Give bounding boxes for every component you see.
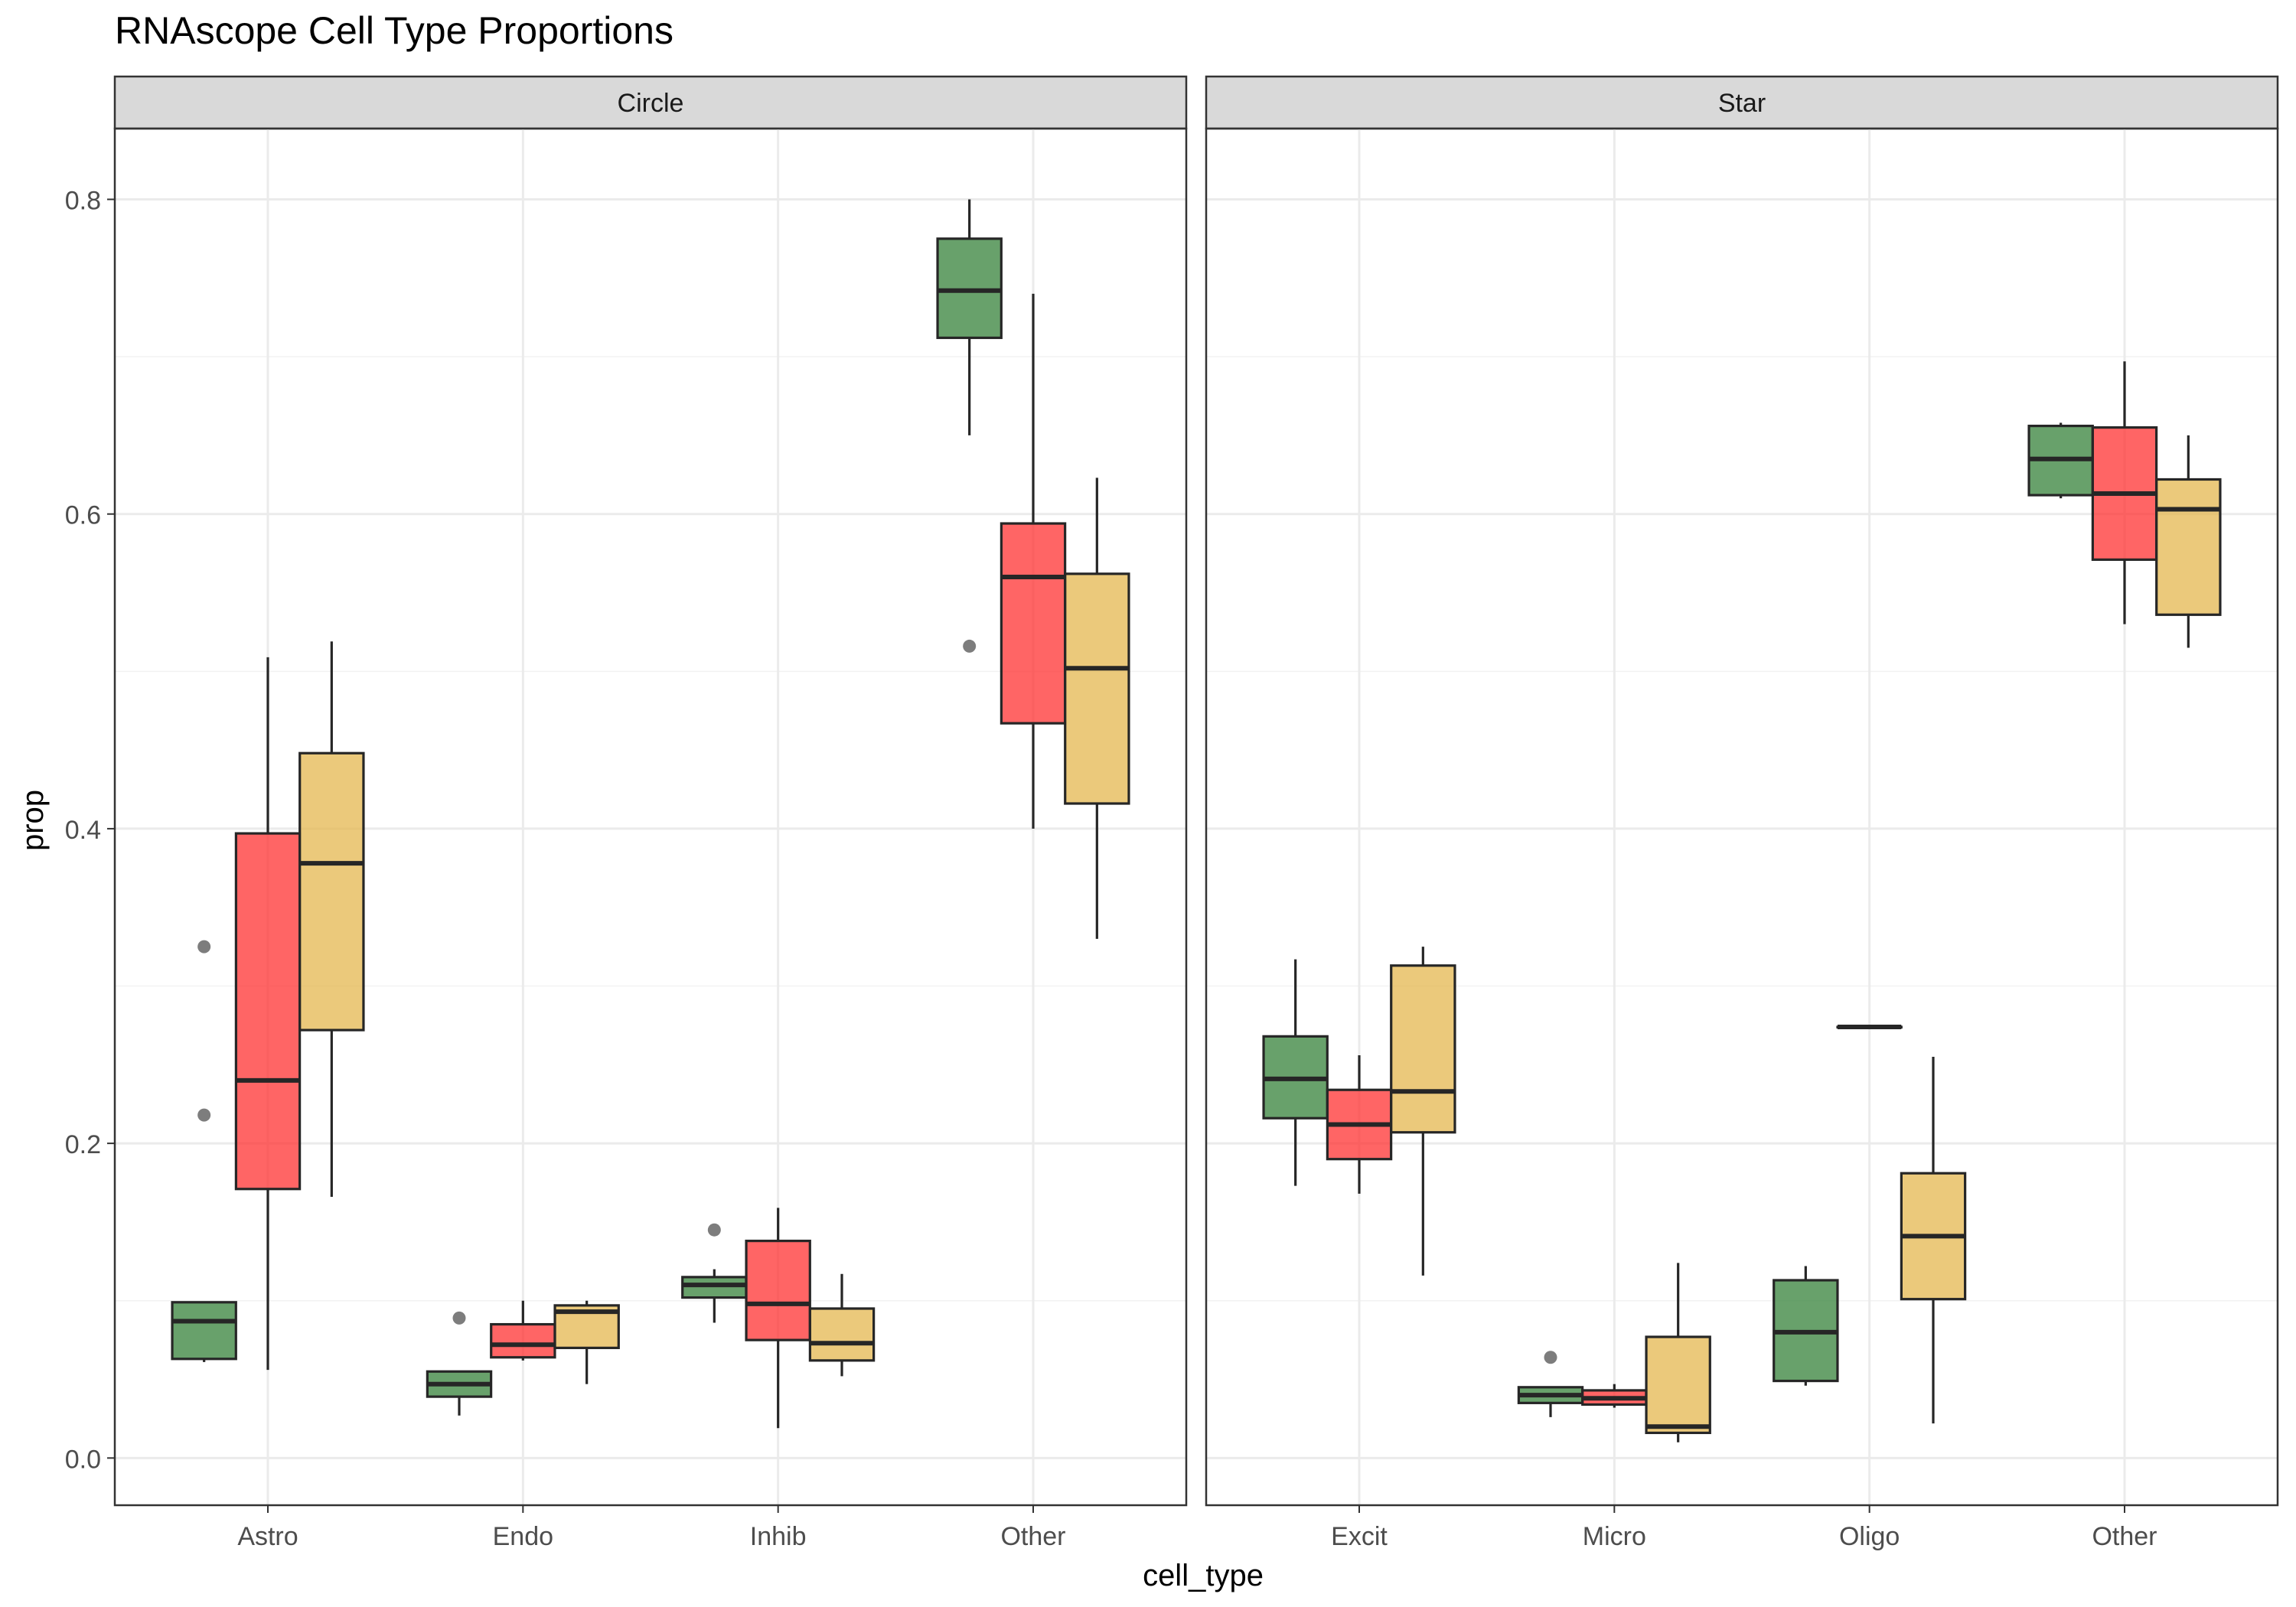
- x-tick-label: Other: [2092, 1522, 2157, 1551]
- boxplot-other-group-2: [2091, 361, 2158, 624]
- x-tick-label: Micro: [1583, 1522, 1646, 1551]
- x-axis-label: cell_type: [1143, 1559, 1264, 1592]
- box: [298, 751, 365, 1032]
- facet-strip: [113, 75, 1188, 130]
- chart-title: RNAscope Cell Type Proportions: [115, 9, 673, 52]
- boxplot-astro-group-2: [234, 657, 302, 1371]
- boxplot-astro-group-3: [298, 641, 365, 1198]
- outlier-point: [197, 1108, 211, 1122]
- boxplot-inhib-group-3: [808, 1273, 876, 1377]
- outlier-point: [707, 1223, 721, 1237]
- x-tick-label: Inhib: [750, 1522, 807, 1551]
- outlier-point: [1544, 1351, 1557, 1364]
- facet-strip-label: Star: [1718, 89, 1766, 118]
- boxplot-endo-group-1: [426, 1311, 493, 1416]
- boxplot-other-group-1: [936, 199, 1003, 653]
- box: [808, 1307, 876, 1362]
- box: [936, 237, 1003, 340]
- x-tick-label: Excit: [1331, 1522, 1388, 1551]
- panel-border: [113, 127, 1188, 1507]
- boxplot-other-group-1: [2027, 422, 2094, 499]
- boxplot-inhib-group-1: [681, 1223, 748, 1323]
- y-tick-label: 0.0: [65, 1445, 101, 1474]
- x-tick-label: Endo: [493, 1522, 553, 1551]
- y-axis: 0.0 0.2 0.4 0.6 0.8: [65, 187, 115, 1474]
- x-tick-label: Oligo: [1839, 1522, 1900, 1551]
- boxplot-other-group-2: [1000, 293, 1067, 829]
- boxplot-astro-group-1: [171, 940, 237, 1362]
- box: [681, 1276, 748, 1299]
- x-tick-label: Astro: [237, 1522, 298, 1551]
- panel-circle: Circle Astro Endo Inhib Other: [113, 75, 1188, 1551]
- box: [234, 832, 302, 1191]
- boxplot-micro-group-3: [1645, 1263, 1711, 1442]
- y-axis-label: prop: [16, 790, 50, 851]
- box: [1645, 1335, 1711, 1435]
- boxplot-micro-group-1: [1517, 1351, 1584, 1417]
- boxplot-other-group-3: [2155, 435, 2222, 648]
- panel-border: [1205, 127, 2279, 1507]
- box: [1000, 522, 1067, 725]
- boxplot-inhib-group-2: [745, 1208, 811, 1429]
- panels-layer: Circle Astro Endo Inhib Other Star Excit Micro O…: [113, 75, 2279, 1551]
- box: [745, 1239, 811, 1341]
- box: [2155, 478, 2222, 616]
- panel-star: Star Excit Micro Oligo Other: [1205, 75, 2279, 1551]
- boxplot-other-group-3: [1064, 478, 1130, 939]
- box: [490, 1322, 556, 1359]
- boxplot-oligo-group-2: [1836, 1024, 1903, 1029]
- boxplot-endo-group-3: [553, 1300, 620, 1384]
- y-tick-label: 0.6: [65, 501, 101, 530]
- outlier-point: [963, 639, 977, 653]
- outlier-point: [452, 1311, 466, 1325]
- outlier-point: [197, 940, 211, 953]
- y-tick-label: 0.4: [65, 816, 101, 845]
- boxplot-oligo-group-1: [1773, 1266, 1839, 1386]
- boxplot-excit-group-3: [1390, 947, 1456, 1276]
- x-tick-label: Other: [1000, 1522, 1065, 1551]
- facet-strip: [1205, 75, 2279, 130]
- facet-strip-label: Circle: [618, 89, 684, 118]
- box: [1390, 964, 1456, 1134]
- y-tick-label: 0.8: [65, 187, 101, 216]
- box: [1064, 572, 1130, 805]
- boxplot-excit-group-1: [1262, 959, 1329, 1186]
- y-tick-label: 0.2: [65, 1130, 101, 1159]
- box: [171, 1301, 237, 1361]
- boxplot-oligo-group-3: [1900, 1057, 1967, 1424]
